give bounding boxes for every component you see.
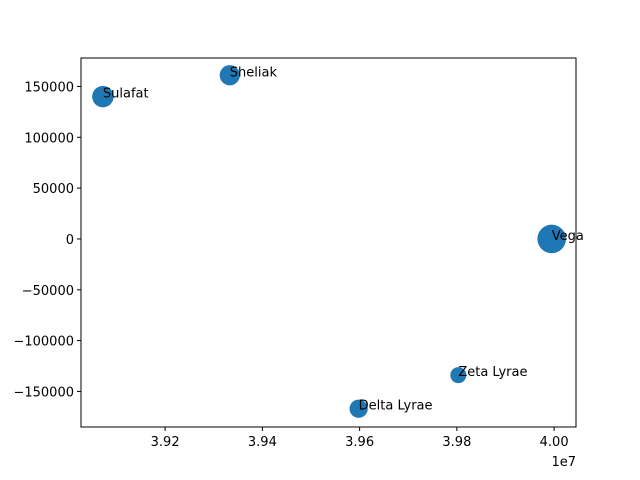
plot-marks: Vega Sheliak Sulafat Delta Lyrae Zeta Lyrae [92,65,584,418]
y-tick-label: −150000 [13,385,74,400]
x-tick-label: 3.94 [248,435,277,450]
point-delta-lyrae [349,399,368,418]
y-tick-label: −50000 [22,284,74,299]
point-zeta-lyrae [450,367,467,384]
point-sulafat [92,85,114,108]
point-sheliak [219,65,240,86]
point-label: Sheliak [230,65,278,80]
axes-frame [80,57,577,428]
x-tick-label: 4.00 [540,435,569,450]
y-tick-label: 50000 [33,182,74,197]
point-label: Delta Lyrae [359,399,433,414]
y-tick-label: 150000 [24,80,74,95]
x-axis-offset-label: 1e7 [551,455,576,470]
y-tick-label: 100000 [24,131,74,146]
point-label: Sulafat [103,87,149,102]
y-tick-label: −100000 [13,335,74,350]
y-axis: −150000 −100000 −50000 0 50000 100000 150000 [13,80,81,400]
x-tick-label: 3.96 [345,435,374,450]
y-tick-label: 0 [66,233,74,248]
x-axis: 3.92 3.94 3.96 3.98 4.00 [151,427,569,450]
point-label: Vega [552,229,584,244]
x-tick-label: 3.92 [151,435,180,450]
point-vega [537,224,566,254]
x-tick-label: 3.98 [442,435,471,450]
point-label: Zeta Lyrae [458,365,527,380]
